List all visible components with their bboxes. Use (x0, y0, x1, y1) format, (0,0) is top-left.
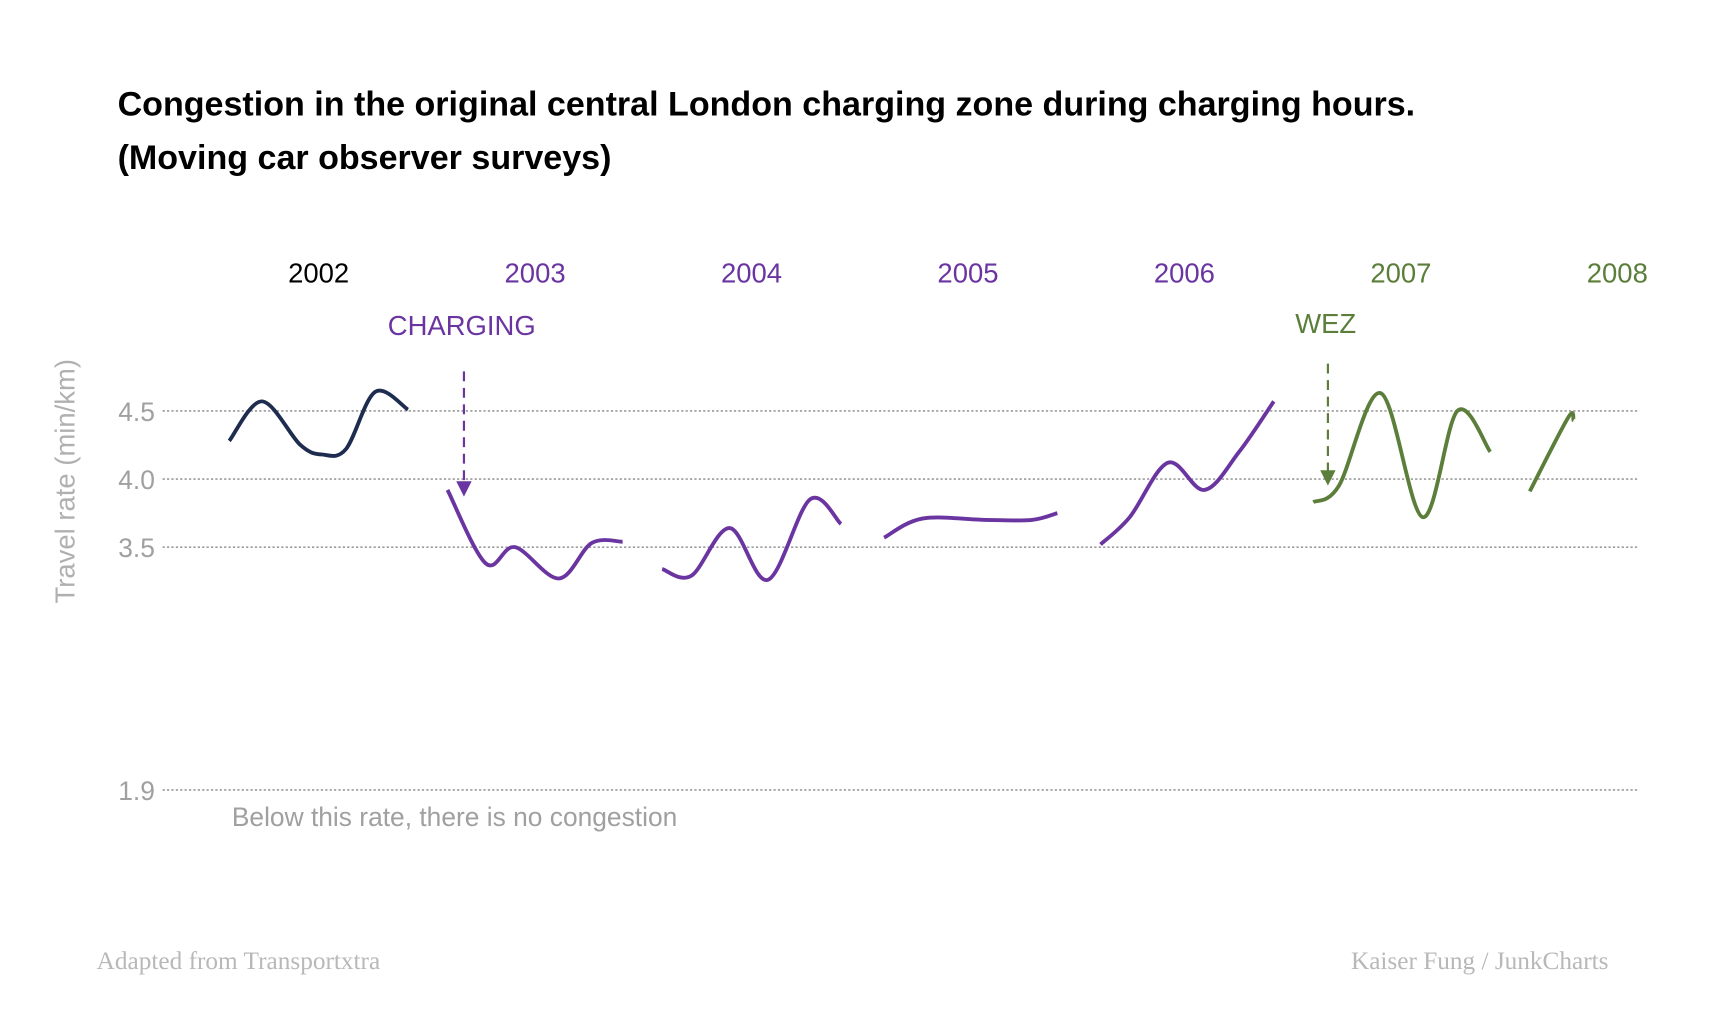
series-line-2004 (661, 495, 843, 582)
series-line-2008 (1528, 411, 1576, 493)
series-line-2003 (445, 489, 623, 581)
series-line-2005 (883, 511, 1058, 540)
y-tick-label: 1.9 (118, 776, 155, 806)
y-tick-label: 4.0 (118, 465, 155, 495)
annotation-label: WEZ (1295, 308, 1356, 339)
arrowhead-icon (456, 481, 472, 497)
series-line-2002 (227, 388, 410, 458)
y-tick-label: 4.5 (118, 397, 155, 427)
y-tick-label: 3.5 (118, 533, 155, 563)
chart-title: Congestion in the original central Londo… (118, 85, 1416, 123)
year-label: 2002 (288, 257, 349, 288)
year-label: 2005 (937, 257, 998, 288)
arrowhead-icon (1320, 470, 1336, 486)
y-axis-label: Travel rate (min/km) (50, 359, 81, 604)
year-label: 2006 (1154, 257, 1215, 288)
annotation-label: CHARGING (388, 310, 536, 341)
series-line-2007 (1312, 391, 1492, 520)
series-line-2006 (1099, 400, 1276, 546)
year-label: 2004 (721, 257, 782, 288)
year-label: 2003 (505, 257, 566, 288)
source-credit: Adapted from Transportxtra (97, 947, 381, 975)
chart-subtitle: (Moving car observer surveys) (118, 139, 612, 177)
year-label: 2008 (1587, 257, 1648, 288)
author-credit: Kaiser Fung / JunkCharts (1351, 947, 1609, 975)
year-label: 2007 (1370, 257, 1431, 288)
threshold-note: Below this rate, there is no congestion (232, 802, 677, 832)
